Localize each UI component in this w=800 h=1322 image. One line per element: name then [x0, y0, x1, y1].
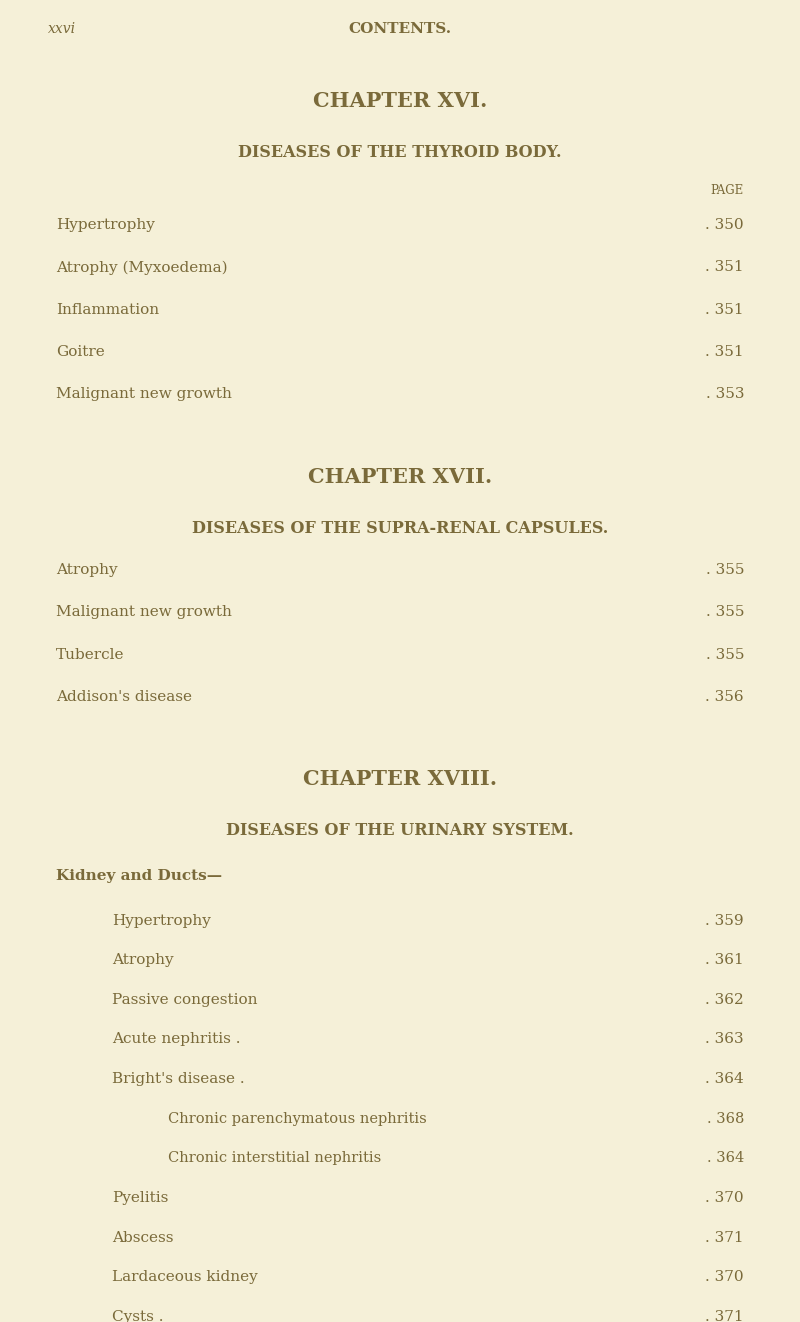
Text: . 370: . 370 [706, 1270, 744, 1285]
Text: . 355: . 355 [706, 648, 744, 662]
Text: Atrophy (Myxoedema): Atrophy (Myxoedema) [56, 260, 228, 275]
Text: . 362: . 362 [706, 993, 744, 1007]
Text: Cysts .: Cysts . [112, 1310, 163, 1322]
Text: Chronic interstitial nephritis: Chronic interstitial nephritis [168, 1151, 382, 1166]
Text: . 356: . 356 [706, 690, 744, 705]
Text: CONTENTS.: CONTENTS. [349, 22, 451, 37]
Text: Atrophy: Atrophy [112, 953, 174, 968]
Text: Chronic parenchymatous nephritis: Chronic parenchymatous nephritis [168, 1112, 426, 1126]
Text: xxvi: xxvi [48, 22, 76, 37]
Text: . 351: . 351 [706, 260, 744, 275]
Text: Inflammation: Inflammation [56, 303, 159, 317]
Text: . 361: . 361 [706, 953, 744, 968]
Text: . 351: . 351 [706, 303, 744, 317]
Text: Bright's disease .: Bright's disease . [112, 1072, 245, 1087]
Text: . 355: . 355 [706, 563, 744, 578]
Text: DISEASES OF THE SUPRA-RENAL CAPSULES.: DISEASES OF THE SUPRA-RENAL CAPSULES. [192, 520, 608, 537]
Text: Lardaceous kidney: Lardaceous kidney [112, 1270, 258, 1285]
Text: Malignant new growth: Malignant new growth [56, 387, 232, 402]
Text: Atrophy: Atrophy [56, 563, 118, 578]
Text: . 368: . 368 [706, 1112, 744, 1126]
Text: PAGE: PAGE [710, 184, 744, 197]
Text: . 370: . 370 [706, 1191, 744, 1206]
Text: . 364: . 364 [706, 1072, 744, 1087]
Text: . 355: . 355 [706, 605, 744, 620]
Text: . 363: . 363 [706, 1032, 744, 1047]
Text: DISEASES OF THE URINARY SYSTEM.: DISEASES OF THE URINARY SYSTEM. [226, 822, 574, 839]
Text: . 371: . 371 [706, 1310, 744, 1322]
Text: CHAPTER XVIII.: CHAPTER XVIII. [303, 769, 497, 789]
Text: Malignant new growth: Malignant new growth [56, 605, 232, 620]
Text: Tubercle: Tubercle [56, 648, 125, 662]
Text: . 371: . 371 [706, 1231, 744, 1245]
Text: CHAPTER XVII.: CHAPTER XVII. [308, 467, 492, 486]
Text: Acute nephritis .: Acute nephritis . [112, 1032, 241, 1047]
Text: Hypertrophy: Hypertrophy [112, 914, 211, 928]
Text: Addison's disease: Addison's disease [56, 690, 192, 705]
Text: Abscess: Abscess [112, 1231, 174, 1245]
Text: DISEASES OF THE THYROID BODY.: DISEASES OF THE THYROID BODY. [238, 144, 562, 161]
Text: . 351: . 351 [706, 345, 744, 360]
Text: Passive congestion: Passive congestion [112, 993, 258, 1007]
Text: . 359: . 359 [706, 914, 744, 928]
Text: Kidney and Ducts—: Kidney and Ducts— [56, 869, 222, 883]
Text: Goitre: Goitre [56, 345, 105, 360]
Text: Pyelitis: Pyelitis [112, 1191, 168, 1206]
Text: . 353: . 353 [706, 387, 744, 402]
Text: . 364: . 364 [706, 1151, 744, 1166]
Text: CHAPTER XVI.: CHAPTER XVI. [313, 91, 487, 111]
Text: . 350: . 350 [706, 218, 744, 233]
Text: Hypertrophy: Hypertrophy [56, 218, 155, 233]
